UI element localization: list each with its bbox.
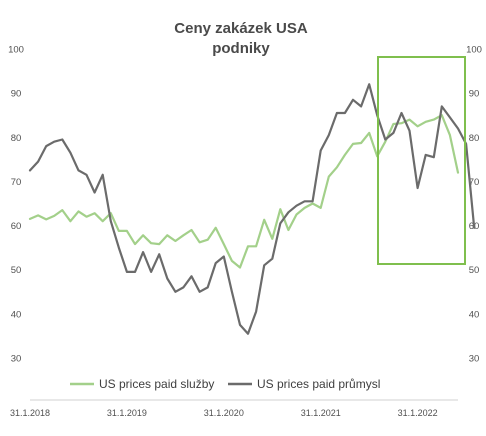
y-right-tick-label: 70 xyxy=(469,177,480,188)
x-axis: 31.1.2018 31.1.2019 31.1.2020 31.1.2021 31.1… xyxy=(10,399,458,418)
y-axis-left: 30 40 50 60 70 80 90 100 xyxy=(8,45,24,365)
series-layer xyxy=(28,83,476,335)
y-right-tick-label: 30 xyxy=(469,354,480,365)
series-line-industry xyxy=(28,83,476,335)
y-right-tick-label: 50 xyxy=(469,265,480,276)
y-right-tick-label: 100 xyxy=(466,45,482,56)
x-tick-label: 31.1.2020 xyxy=(204,408,244,418)
chart-title-line-1: Ceny zakázek USA xyxy=(174,20,308,37)
legend: US prices paid služby US prices paid prů… xyxy=(70,377,380,391)
y-left-tick-label: 70 xyxy=(11,177,22,188)
y-left-tick-label: 80 xyxy=(11,133,22,144)
x-tick-label: 31.1.2021 xyxy=(301,408,341,418)
x-tick-label: 31.1.2022 xyxy=(398,408,438,418)
x-tick-label: 31.1.2019 xyxy=(107,408,147,418)
y-left-tick-label: 100 xyxy=(8,45,24,56)
x-tick-label: 31.1.2018 xyxy=(10,408,50,418)
y-left-tick-label: 60 xyxy=(11,221,22,232)
highlight-box xyxy=(377,56,466,265)
y-left-tick-label: 30 xyxy=(11,354,22,365)
y-right-tick-label: 80 xyxy=(469,133,480,144)
legend-label-industry: US prices paid průmysl xyxy=(257,377,380,391)
chart-title-line-2: podniky xyxy=(212,40,270,57)
y-left-tick-label: 90 xyxy=(11,89,22,100)
y-left-tick-label: 40 xyxy=(11,309,22,320)
legend-label-services: US prices paid služby xyxy=(99,377,214,391)
y-right-tick-label: 40 xyxy=(469,309,480,320)
y-left-tick-label: 50 xyxy=(11,265,22,276)
y-right-tick-label: 90 xyxy=(469,89,480,100)
